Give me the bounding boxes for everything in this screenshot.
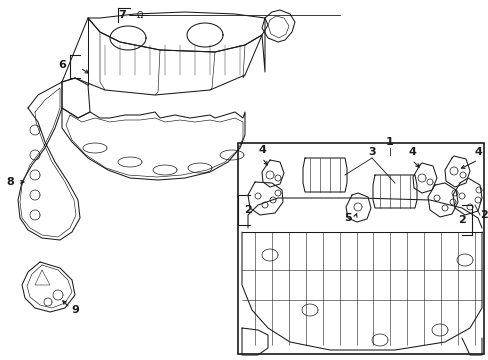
- Text: 8: 8: [6, 177, 14, 187]
- Text: 4: 4: [473, 147, 481, 157]
- Text: 6: 6: [58, 60, 66, 70]
- Text: Ω: Ω: [137, 10, 143, 19]
- Text: 4: 4: [258, 145, 265, 155]
- Text: 3: 3: [367, 147, 375, 157]
- Text: 2: 2: [244, 205, 251, 215]
- Text: 4: 4: [407, 147, 415, 157]
- Text: 2: 2: [457, 215, 465, 225]
- Text: 7: 7: [118, 10, 125, 20]
- Text: 9: 9: [71, 305, 79, 315]
- Text: 5: 5: [344, 213, 351, 223]
- Text: 1: 1: [386, 137, 393, 147]
- Bar: [238, 143, 483, 354]
- Text: 2: 2: [479, 210, 487, 220]
